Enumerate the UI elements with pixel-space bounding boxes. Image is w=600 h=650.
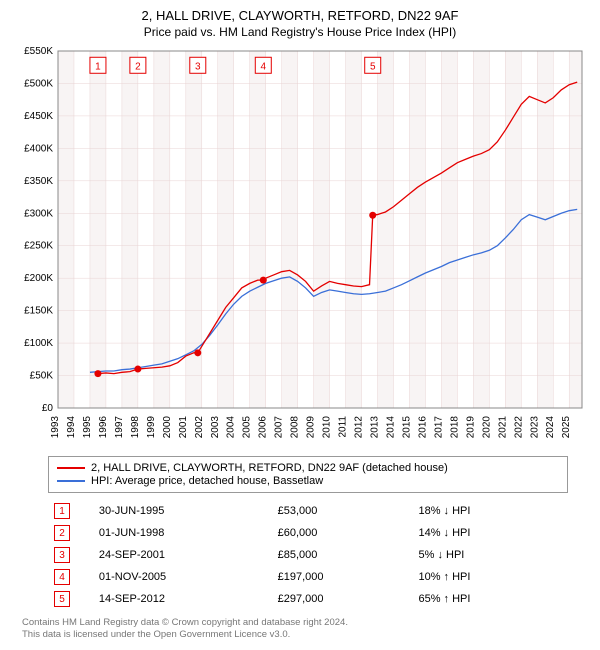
svg-text:2000: 2000: [162, 416, 173, 439]
sale-marker-icon: 5: [54, 591, 70, 607]
svg-text:2012: 2012: [354, 416, 365, 439]
svg-text:1994: 1994: [66, 416, 77, 439]
sale-price: £297,000: [274, 589, 413, 609]
legend-swatch: [57, 467, 85, 469]
legend-row: 2, HALL DRIVE, CLAYWORTH, RETFORD, DN22 …: [57, 462, 559, 474]
sale-marker-cell: 1: [50, 501, 93, 521]
sale-date: 01-NOV-2005: [95, 567, 272, 587]
svg-text:£400K: £400K: [24, 143, 53, 154]
svg-text:£150K: £150K: [24, 306, 53, 317]
sale-date: 30-JUN-1995: [95, 501, 272, 521]
legend-swatch: [57, 480, 85, 482]
svg-text:1999: 1999: [146, 416, 157, 439]
svg-text:4: 4: [261, 61, 267, 72]
sale-pct-vs-hpi: 10% ↑ HPI: [414, 567, 566, 587]
table-row: 3 24-SEP-2001£85,0005% ↓ HPI: [50, 545, 566, 565]
sale-marker-icon: 2: [54, 525, 70, 541]
svg-text:2016: 2016: [417, 416, 428, 439]
sale-marker-cell: 5: [50, 589, 93, 609]
sale-marker-icon: 3: [54, 547, 70, 563]
footer-line1: Contains HM Land Registry data © Crown c…: [22, 617, 590, 629]
svg-text:2019: 2019: [465, 416, 476, 439]
svg-text:2020: 2020: [481, 416, 492, 439]
sale-price: £53,000: [274, 501, 413, 521]
svg-text:2008: 2008: [290, 416, 301, 439]
svg-text:2014: 2014: [385, 416, 396, 439]
svg-text:£550K: £550K: [24, 46, 53, 57]
sale-marker-icon: 4: [54, 569, 70, 585]
chart-title-block: 2, HALL DRIVE, CLAYWORTH, RETFORD, DN22 …: [10, 8, 590, 39]
svg-text:1993: 1993: [50, 416, 61, 439]
svg-text:2: 2: [135, 61, 141, 72]
svg-text:2025: 2025: [561, 416, 572, 439]
svg-text:5: 5: [370, 61, 376, 72]
svg-text:2003: 2003: [210, 416, 221, 439]
sale-date: 14-SEP-2012: [95, 589, 272, 609]
table-row: 5 14-SEP-2012£297,00065% ↑ HPI: [50, 589, 566, 609]
legend-row: HPI: Average price, detached house, Bass…: [57, 475, 559, 487]
sales-table: 1 30-JUN-1995£53,00018% ↓ HPI 2 01-JUN-1998…: [48, 499, 568, 611]
table-row: 4 01-NOV-2005£197,00010% ↑ HPI: [50, 567, 566, 587]
sale-pct-vs-hpi: 65% ↑ HPI: [414, 589, 566, 609]
svg-text:£500K: £500K: [24, 78, 53, 89]
svg-text:£300K: £300K: [24, 208, 53, 219]
sale-pct-vs-hpi: 18% ↓ HPI: [414, 501, 566, 521]
chart-svg: £0 £50K £100K £150K £200K £250K £300K £350K £400…: [10, 45, 590, 450]
svg-text:£0: £0: [42, 403, 54, 414]
sale-marker-cell: 2: [50, 523, 93, 543]
svg-text:2010: 2010: [322, 416, 333, 439]
sale-price: £197,000: [274, 567, 413, 587]
svg-text:£100K: £100K: [24, 338, 53, 349]
footer-line2: This data is licensed under the Open Gov…: [22, 629, 590, 641]
svg-text:1996: 1996: [98, 416, 109, 439]
sale-price: £85,000: [274, 545, 413, 565]
svg-text:3: 3: [195, 61, 201, 72]
sale-marker-cell: 4: [50, 567, 93, 587]
chart-area: £0 £50K £100K £150K £200K £250K £300K £350K £400…: [10, 45, 590, 450]
svg-text:1: 1: [95, 61, 101, 72]
legend-label: 2, HALL DRIVE, CLAYWORTH, RETFORD, DN22 …: [91, 462, 448, 474]
sale-marker-cell: 3: [50, 545, 93, 565]
sale-date: 01-JUN-1998: [95, 523, 272, 543]
svg-text:2009: 2009: [306, 416, 317, 439]
svg-text:2015: 2015: [401, 416, 412, 439]
svg-text:1998: 1998: [130, 416, 141, 439]
svg-text:2013: 2013: [370, 416, 381, 439]
svg-text:2018: 2018: [449, 416, 460, 439]
chart-subtitle: Price paid vs. HM Land Registry's House …: [10, 25, 590, 39]
legend-label: HPI: Average price, detached house, Bass…: [91, 475, 323, 487]
svg-text:£350K: £350K: [24, 176, 53, 187]
svg-text:2007: 2007: [274, 416, 285, 439]
svg-text:£50K: £50K: [30, 371, 54, 382]
svg-text:2021: 2021: [497, 416, 508, 439]
sale-pct-vs-hpi: 14% ↓ HPI: [414, 523, 566, 543]
svg-text:2011: 2011: [338, 416, 349, 438]
svg-text:2024: 2024: [545, 416, 556, 439]
svg-text:2006: 2006: [258, 416, 269, 439]
chart-title-address: 2, HALL DRIVE, CLAYWORTH, RETFORD, DN22 …: [10, 8, 590, 23]
table-row: 1 30-JUN-1995£53,00018% ↓ HPI: [50, 501, 566, 521]
svg-text:2005: 2005: [242, 416, 253, 439]
svg-text:1997: 1997: [114, 416, 125, 439]
svg-text:2002: 2002: [194, 416, 205, 439]
sale-price: £60,000: [274, 523, 413, 543]
svg-text:2004: 2004: [226, 416, 237, 439]
legend: 2, HALL DRIVE, CLAYWORTH, RETFORD, DN22 …: [48, 456, 568, 493]
svg-text:£450K: £450K: [24, 111, 53, 122]
svg-text:1995: 1995: [82, 416, 93, 439]
sale-pct-vs-hpi: 5% ↓ HPI: [414, 545, 566, 565]
svg-text:2023: 2023: [529, 416, 540, 439]
svg-text:£250K: £250K: [24, 241, 53, 252]
sale-marker-icon: 1: [54, 503, 70, 519]
svg-text:2017: 2017: [433, 416, 444, 439]
svg-text:2022: 2022: [513, 416, 524, 439]
svg-text:£200K: £200K: [24, 273, 53, 284]
footer-attribution: Contains HM Land Registry data © Crown c…: [22, 617, 590, 642]
svg-text:2001: 2001: [178, 416, 189, 439]
table-row: 2 01-JUN-1998£60,00014% ↓ HPI: [50, 523, 566, 543]
sale-date: 24-SEP-2001: [95, 545, 272, 565]
